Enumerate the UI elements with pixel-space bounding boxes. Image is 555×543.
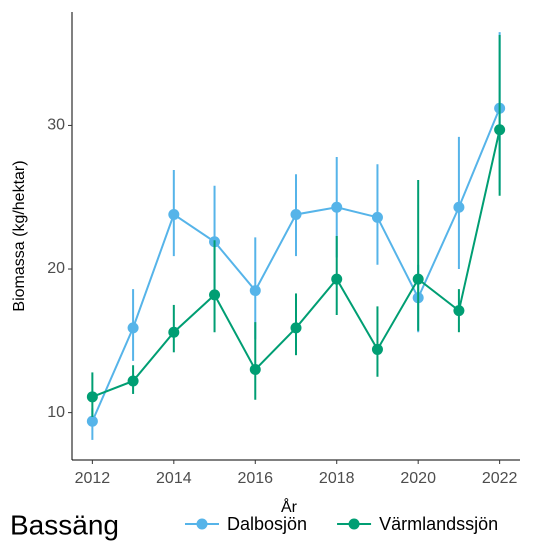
point — [249, 364, 261, 376]
point — [494, 124, 506, 136]
x-tick-label: 2016 — [237, 470, 273, 487]
y-tick-label: 10 — [47, 404, 65, 421]
point — [371, 211, 383, 223]
point — [290, 322, 302, 334]
x-tick-label: 2022 — [482, 470, 518, 487]
x-tick-label: 2020 — [400, 470, 436, 487]
x-tick-label: 2012 — [75, 470, 111, 487]
point — [331, 201, 343, 213]
point — [209, 289, 221, 301]
point — [453, 305, 465, 317]
legend-label: Dalbosjön — [227, 514, 307, 534]
series-line — [92, 129, 501, 398]
point — [331, 273, 343, 285]
y-axis-label: Biomassa (kg/hektar) — [11, 160, 28, 311]
point — [127, 322, 139, 334]
point — [86, 415, 98, 427]
x-tick-label: 2014 — [156, 470, 192, 487]
series-line — [91, 107, 501, 422]
x-tick-label: 2018 — [319, 470, 355, 487]
legend-key-point — [348, 518, 360, 530]
legend-title: Bassäng — [10, 509, 119, 540]
x-axis-label: År — [281, 497, 298, 516]
y-tick-label: 30 — [47, 117, 65, 134]
legend-label: Värmlandssjön — [379, 514, 498, 534]
point — [127, 375, 139, 387]
point — [168, 326, 180, 338]
legend-key-point — [196, 518, 208, 530]
point — [249, 285, 261, 297]
point — [290, 208, 302, 220]
point — [168, 208, 180, 220]
point — [412, 273, 424, 285]
point — [86, 391, 98, 403]
point — [453, 201, 465, 213]
y-tick-label: 20 — [47, 260, 65, 277]
point — [371, 343, 383, 355]
